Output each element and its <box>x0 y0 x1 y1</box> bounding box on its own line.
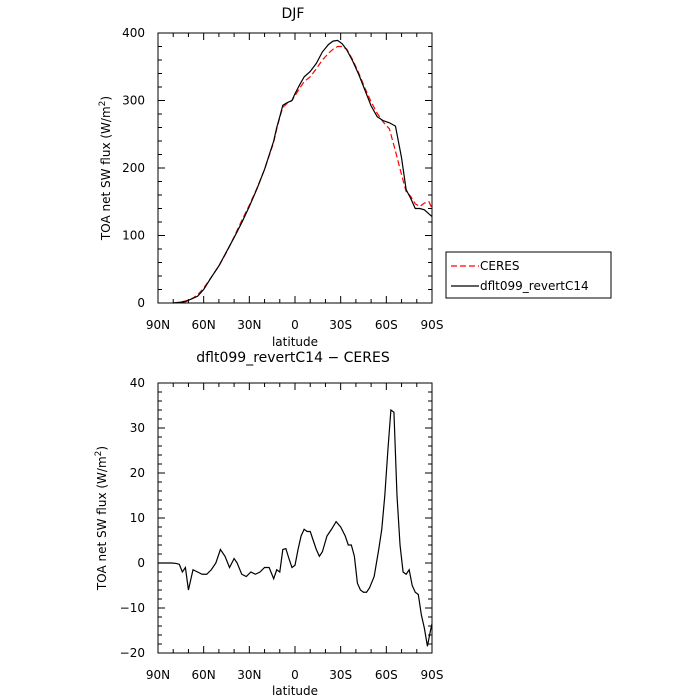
djf-plot-area: 90N 60N 30N 0 30S 60S 90S 0 100 200 300 400 <box>122 26 443 332</box>
difference-y-axis-label: TOA net SW flux (W/m2) <box>94 446 109 591</box>
difference-series-line-difference <box>158 408 433 647</box>
djf-y-tick-label: 300 <box>122 94 145 108</box>
djf-panel-title: DJF <box>282 6 305 22</box>
difference-y-tick-label: −10 <box>120 601 145 615</box>
difference-plot-frame <box>157 382 433 654</box>
difference-y-tick-label: −20 <box>120 646 145 660</box>
difference-y-tick-label: 10 <box>130 511 145 525</box>
difference-x-tick-label: 90S <box>421 668 444 682</box>
djf-x-tick-label: 90S <box>421 318 444 332</box>
difference-plot-area: 90N 60N 30N 0 30S 60S 90S −20 −10 0 10 20 30 40 <box>120 376 444 682</box>
djf-y-axis-label: TOA net SW flux (W/m2) <box>98 96 113 241</box>
djf-y-tick-label: 400 <box>122 26 145 40</box>
djf-y-tick-label: 0 <box>137 296 145 310</box>
djf-x-tick-label: 60S <box>375 318 398 332</box>
difference-y-tick-label: 20 <box>130 466 145 480</box>
djf-x-tick-label: 0 <box>291 318 299 332</box>
difference-x-tick-label: 60S <box>375 668 398 682</box>
difference-x-tick-label: 60N <box>192 668 216 682</box>
difference-y-tick-label: 40 <box>130 376 145 390</box>
djf-x-tick-label: 90N <box>146 318 170 332</box>
difference-x-tick-label: 0 <box>291 668 299 682</box>
djf-y-tick-label: 100 <box>122 229 145 243</box>
djf-series-line-dflt099-revertc14 <box>173 39 433 304</box>
djf-y-tick-label: 200 <box>122 161 145 175</box>
difference-x-axis-label: latitude <box>272 684 318 698</box>
legend-model-label: dflt099_revertC14 <box>480 279 589 293</box>
djf-panel: DJF 90N 60N 30N 0 30S 60S 90S 0 100 200 300 400 lat… <box>98 6 443 349</box>
djf-x-tick-label: 30N <box>237 318 261 332</box>
djf-x-axis-label: latitude <box>272 335 318 349</box>
difference-x-tick-label: 90N <box>146 668 170 682</box>
difference-panel-title: dflt099_revertC14 − CERES <box>196 350 390 366</box>
djf-plot-frame <box>157 32 433 304</box>
difference-y-tick-label: 30 <box>130 421 145 435</box>
difference-y-tick-label: 0 <box>137 556 145 570</box>
djf-x-tick-label: 30S <box>329 318 352 332</box>
legend: CERES dflt099_revertC14 <box>445 251 612 299</box>
djf-series-line-ceres <box>173 45 433 304</box>
difference-x-tick-label: 30S <box>329 668 352 682</box>
legend-ceres-label: CERES <box>480 259 520 273</box>
legend-box <box>445 251 612 299</box>
djf-x-tick-label: 60N <box>192 318 216 332</box>
difference-x-tick-label: 30N <box>237 668 261 682</box>
difference-panel: dflt099_revertC14 − CERES 90N 60N 30N 0 30S 6… <box>94 350 443 698</box>
